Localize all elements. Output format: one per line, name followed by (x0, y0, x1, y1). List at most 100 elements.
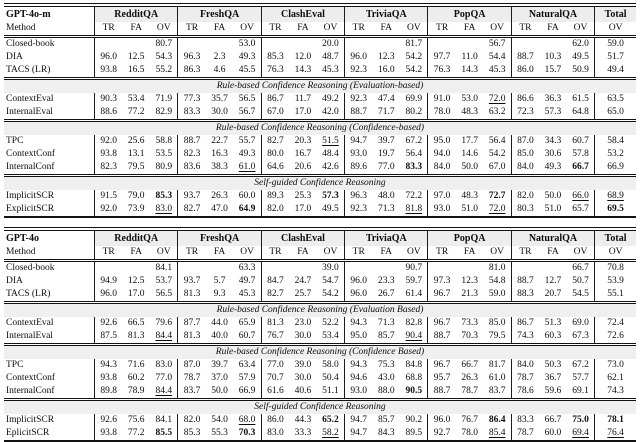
value-cell: 67.0 (488, 162, 506, 172)
value-cell: 92.7 (427, 427, 456, 441)
value-cell: 96.0 (344, 51, 373, 64)
value-cell: 96.0 (344, 288, 373, 303)
value-cell: 90.2 (405, 415, 423, 425)
value-cell: 81.7 (488, 360, 506, 370)
value-cell: 83.3 (177, 106, 206, 121)
value-cell: 42.6 (322, 162, 339, 172)
value-cell: 71.3 (377, 204, 395, 214)
subcol-header-ov: OV (483, 246, 512, 262)
value-cell: 93.8 (94, 148, 123, 161)
value-cell: 12.0 (294, 52, 312, 62)
value-cell: 82.0 (260, 203, 290, 217)
value-cell: 82.3 (94, 161, 123, 176)
value-cell: 40.6 (294, 386, 312, 396)
table-row-contextconf: ContextConf 93.8 13.1 53.5 82.3 16.3 49.3 80.0 1… (4, 148, 636, 161)
value-cell: 17.0 (294, 204, 312, 214)
value-cell (260, 36, 290, 51)
subcol-header-tr: TR (510, 22, 540, 38)
value-cell: 39.7 (211, 360, 228, 370)
subcol-header-tr: TR (510, 246, 540, 262)
value-cell: 78.7 (510, 372, 540, 385)
value-cell: 83.7 (488, 386, 506, 396)
value-cell: 76.7 (461, 415, 478, 425)
section-label: Rule-based Confidence Reasoning (Confide… (4, 343, 636, 359)
value-cell: 60.7 (572, 136, 589, 146)
value-cell: 65.2 (322, 415, 339, 425)
value-cell: 87.7 (177, 317, 206, 330)
value-cell: 96.0 (94, 51, 123, 64)
value-cell: 70.3 (461, 331, 478, 341)
value-cell: 97.0 (427, 190, 456, 203)
value-cell: 17.7 (461, 136, 478, 146)
value-cell (344, 260, 373, 275)
value-cell: 66.7 (461, 360, 478, 370)
value-cell: 30.0 (294, 331, 312, 341)
subcol-header-ov: OV (400, 246, 428, 262)
method-cell: ContextConf (6, 149, 56, 159)
table-row-implicitscr: ImplicitSCR 91.5 79.0 85.3 93.7 26.3 60.0 89.3 2… (4, 190, 636, 203)
subcol-header-fa: FA (289, 246, 317, 262)
value-cell: 36.7 (544, 373, 562, 383)
value-cell: 89.6 (344, 161, 373, 176)
column-group-freshqa: FreshQA (177, 229, 262, 246)
section-header-row: Rule-based Confidence Reasoning (Confide… (4, 119, 636, 135)
value-cell: 84.7 (260, 275, 290, 288)
value-cell: 72.6 (594, 330, 636, 345)
value-cell: 67.3 (572, 331, 589, 341)
value-cell: 82.8 (405, 318, 423, 328)
value-cell: 54.2 (405, 52, 423, 62)
value-cell: 58.8 (155, 136, 173, 146)
value-cell: 93.7 (177, 275, 206, 288)
table-row-tacs-lr-: TACS (LR) 96.0 17.0 56.5 81.3 9.3 45.3 82.7 25.7… (4, 288, 636, 303)
value-cell: 48.7 (322, 52, 339, 62)
value-cell (94, 36, 123, 51)
value-cell: 20.0 (322, 39, 339, 49)
value-cell: 54.8 (488, 276, 506, 286)
value-cell: 49.7 (238, 276, 256, 286)
value-cell: 72.0 (488, 204, 506, 214)
value-cell: 80.9 (155, 162, 173, 172)
method-cell: TACS (LR) (6, 289, 51, 299)
value-cell: 69.9 (405, 94, 423, 104)
subcol-header-tr: TR (94, 22, 123, 38)
subcol-header-ov: OV (316, 22, 345, 38)
value-cell: 55.1 (594, 288, 636, 303)
value-cell: 59.6 (544, 386, 562, 396)
section-header-row: Rule-based Confidence Reasoning (Evaluat… (4, 77, 636, 93)
value-cell: 83.3 (405, 162, 423, 172)
method-cell: Closed-book (6, 263, 55, 273)
value-cell: 17.0 (127, 289, 145, 299)
column-group-popqa: PopQA (427, 5, 512, 22)
subcol-header-ov: OV (400, 22, 428, 38)
value-cell: 60.3 (544, 331, 562, 341)
value-cell: 61.0 (238, 162, 256, 172)
value-cell: 75.0 (572, 415, 589, 425)
subcol-header-tr: TR (344, 246, 373, 262)
section-label: Rule-based Confidence Reasoning (Evaluat… (4, 77, 636, 93)
value-cell: 88.7 (427, 385, 456, 400)
value-cell: 66.7 (544, 415, 562, 425)
value-cell: 56.7 (488, 39, 506, 49)
value-cell: 34.3 (544, 136, 562, 146)
value-cell: 66.7 (572, 162, 589, 172)
value-cell: 30.6 (544, 149, 562, 159)
value-cell: 91.5 (94, 190, 123, 203)
value-cell: 25.7 (294, 289, 312, 299)
value-cell: 87.5 (94, 330, 123, 345)
value-cell: 55.2 (155, 65, 173, 75)
value-cell: 49.3 (238, 52, 256, 62)
method-cell: InternalConf (6, 162, 55, 172)
value-cell: 69.1 (572, 386, 589, 396)
value-cell: 78.6 (510, 385, 540, 400)
value-cell: 82.7 (260, 288, 290, 303)
value-cell: 22.7 (211, 136, 228, 146)
value-cell: 77.0 (377, 162, 395, 172)
value-cell: 60.2 (127, 373, 145, 383)
value-cell: 80.3 (510, 203, 540, 217)
group-header-row: GPT-4o RedditQA FreshQA ClashEval TriviaQA Po… (4, 229, 636, 246)
subcol-header-ov: OV (150, 246, 178, 262)
value-cell: 16.7 (294, 149, 312, 159)
value-cell: 88.7 (510, 51, 540, 64)
value-cell: 70.8 (594, 260, 636, 275)
